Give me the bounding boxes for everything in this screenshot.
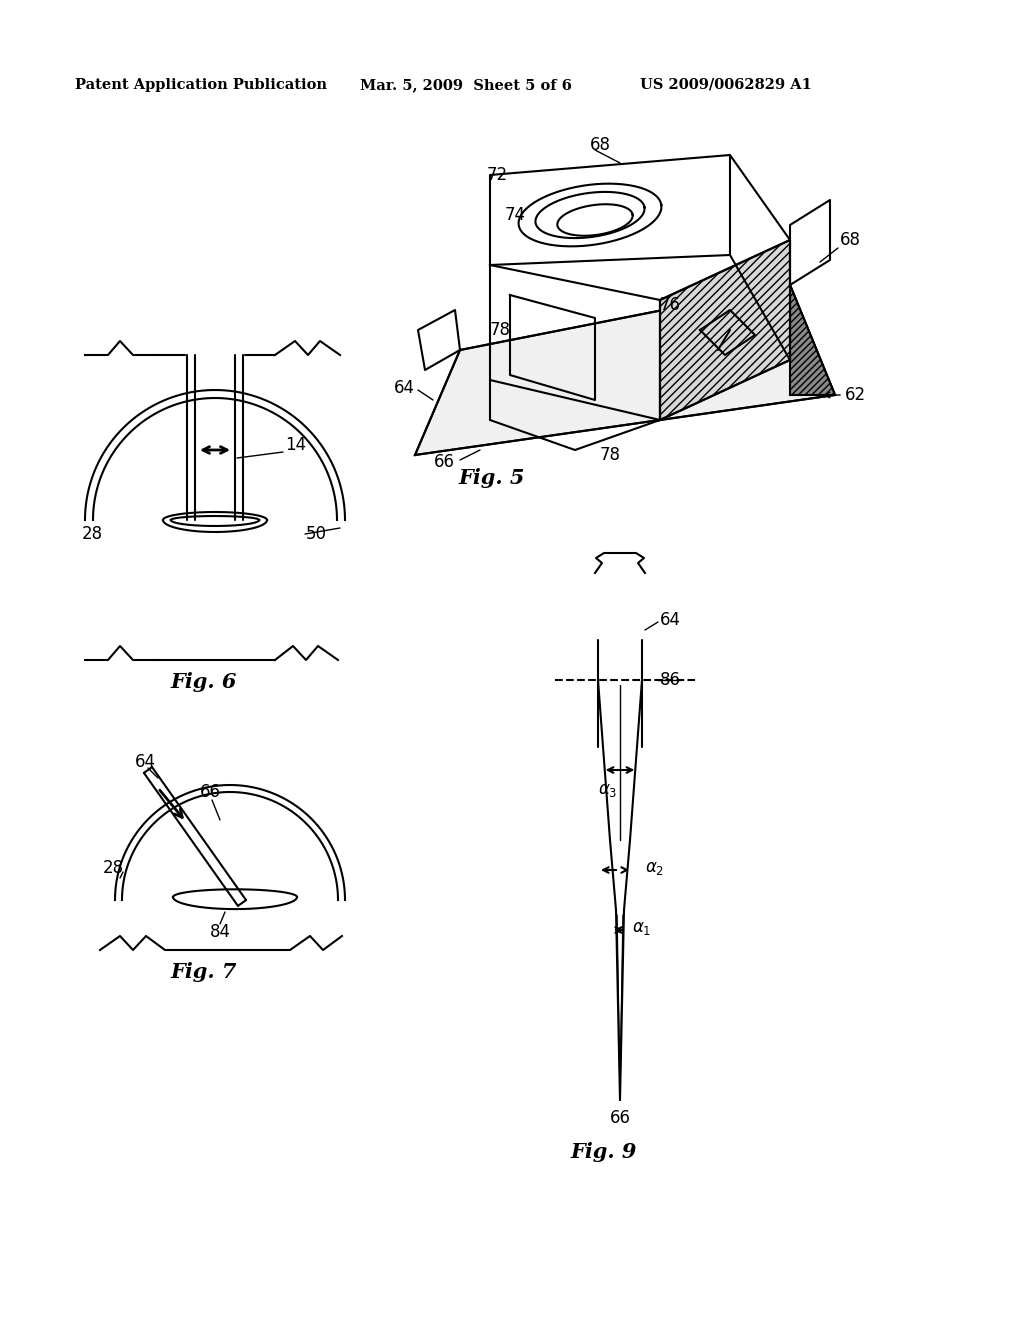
Polygon shape bbox=[790, 285, 835, 395]
Text: 28: 28 bbox=[103, 859, 124, 876]
Text: 78: 78 bbox=[490, 321, 511, 339]
Text: 14: 14 bbox=[285, 436, 306, 454]
Text: Mar. 5, 2009  Sheet 5 of 6: Mar. 5, 2009 Sheet 5 of 6 bbox=[360, 78, 571, 92]
Text: US 2009/0062829 A1: US 2009/0062829 A1 bbox=[640, 78, 812, 92]
Text: Fig. 7: Fig. 7 bbox=[170, 962, 237, 982]
Text: 66: 66 bbox=[609, 1109, 631, 1127]
Text: 68: 68 bbox=[840, 231, 861, 249]
Polygon shape bbox=[415, 285, 835, 455]
Text: Fig. 6: Fig. 6 bbox=[170, 672, 237, 692]
Text: 28: 28 bbox=[82, 525, 103, 543]
Text: 86: 86 bbox=[660, 671, 681, 689]
Text: 64: 64 bbox=[394, 379, 415, 397]
Text: $\alpha_3$: $\alpha_3$ bbox=[598, 781, 617, 799]
Text: $\alpha_1$: $\alpha_1$ bbox=[632, 919, 651, 937]
Text: 66: 66 bbox=[434, 453, 455, 471]
Text: 66: 66 bbox=[200, 783, 221, 801]
Text: $\alpha_2$: $\alpha_2$ bbox=[645, 859, 665, 876]
Text: Fig. 9: Fig. 9 bbox=[570, 1142, 636, 1162]
Text: 68: 68 bbox=[590, 136, 611, 154]
Text: Fig. 5: Fig. 5 bbox=[458, 469, 524, 488]
Text: 50: 50 bbox=[306, 525, 327, 543]
Polygon shape bbox=[660, 240, 790, 420]
Text: 84: 84 bbox=[210, 923, 230, 941]
Text: 76: 76 bbox=[660, 296, 681, 314]
Text: 78: 78 bbox=[600, 446, 621, 465]
Text: 62: 62 bbox=[845, 385, 866, 404]
Text: 72: 72 bbox=[487, 166, 508, 183]
Text: Patent Application Publication: Patent Application Publication bbox=[75, 78, 327, 92]
Text: 64: 64 bbox=[135, 752, 156, 771]
Text: 64: 64 bbox=[660, 611, 681, 630]
Text: 74: 74 bbox=[505, 206, 526, 224]
